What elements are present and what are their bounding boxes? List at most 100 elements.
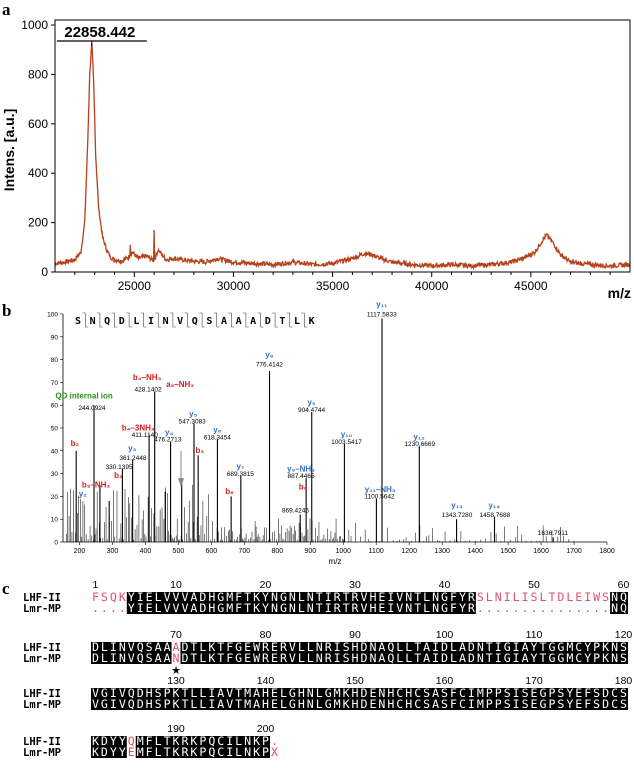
peak-mz-label: 1636.7911 <box>538 530 569 537</box>
ion-label: y₃ <box>128 444 136 453</box>
ion-label: y₉ <box>308 398 316 407</box>
y-tick-label: 0 <box>41 265 48 279</box>
sequence-letter: D <box>119 316 125 327</box>
peak-mz-label: 1343.7280 <box>442 512 473 519</box>
ion-label: b₄–3NH₃ <box>122 423 155 432</box>
conserved-block <box>180 653 628 664</box>
ruler-number: 90 <box>349 629 361 641</box>
x-tick-label: 400 <box>140 548 152 555</box>
ruler-number: 1 <box>93 579 99 591</box>
x-tick-label: 1200 <box>401 548 417 555</box>
peak-mz-label: 330.1395 <box>105 464 132 471</box>
conserved-block <box>91 736 127 747</box>
y-tick-label: 600 <box>28 117 48 131</box>
ruler-number: 50 <box>528 579 540 591</box>
y-tick-label: 60 <box>51 403 59 410</box>
spectrum-line <box>54 43 631 271</box>
conserved-block <box>135 747 270 758</box>
x-tick-label: 35000 <box>316 279 350 293</box>
y-tick-label: 100 <box>47 312 58 319</box>
cleavage-mark <box>257 312 264 328</box>
conserved-block <box>91 699 628 710</box>
sequence-letter: L <box>294 316 300 327</box>
cleavage-mark <box>140 312 147 328</box>
sequence-letter: I <box>148 316 154 327</box>
peak-mz-label: 776.4142 <box>256 361 283 368</box>
x-tick-label: 30000 <box>217 279 251 293</box>
peak-mz-label: 411.1140 <box>132 432 159 439</box>
cleavage-mark <box>272 312 279 328</box>
peak-mz-label: 904.4744 <box>298 407 325 414</box>
conserved-block <box>91 653 172 664</box>
ion-label: y₈ <box>265 350 273 359</box>
conserved-block <box>126 592 476 603</box>
x-tick-label: 500 <box>173 548 185 555</box>
ion-label: b₄–NH₃ <box>133 373 162 382</box>
y-tick-label: 20 <box>51 494 59 501</box>
peak-mz-label: 1117.5833 <box>367 311 397 318</box>
x-tick-label: 1700 <box>566 548 582 555</box>
ion-label: y₇ <box>237 462 245 471</box>
peak-mz-label: 887.4465 <box>287 473 314 480</box>
sequence-letter: T <box>279 316 285 327</box>
panel-letter-c: c <box>2 579 10 598</box>
peak-mz-label: 428.1402 <box>134 387 161 394</box>
x-tick-label: 45000 <box>514 279 548 293</box>
y-tick-label: 70 <box>51 380 59 387</box>
y-tick-label: 90 <box>51 334 59 341</box>
ruler-number: 130 <box>167 675 185 687</box>
peak-mz-label: 689.3815 <box>227 471 254 478</box>
sequence-letter: A <box>250 316 256 327</box>
ion-label: y₅ <box>189 410 197 419</box>
ion-label: y₁₀ <box>341 430 353 439</box>
sequence-letter: S <box>206 316 212 327</box>
ruler-number: 100 <box>436 629 454 641</box>
conserved-block <box>91 642 172 653</box>
panel-letter-a: a <box>2 0 11 19</box>
peak-mz-label: 547.3083 <box>179 418 206 425</box>
x-axis-label: m/z <box>329 557 342 566</box>
y-tick-label: 80 <box>51 357 59 364</box>
cleavage-mark <box>82 312 89 328</box>
x-tick-label: 1100 <box>369 548 384 555</box>
ion-label: y₁₂ <box>413 432 425 441</box>
x-tick-label: 1800 <box>599 548 615 555</box>
sequence-letter: S <box>75 316 81 327</box>
cleavage-mark <box>213 312 220 328</box>
peak-mz-label: 1100.5642 <box>364 494 395 501</box>
ion-label: y₂ <box>79 489 87 498</box>
peak-mz-label: 618.3454 <box>204 434 231 441</box>
y-tick-label: 40 <box>51 448 59 455</box>
y-tick-label: 400 <box>28 166 48 180</box>
cleavage-mark <box>199 312 206 328</box>
ruler-number: 140 <box>257 675 275 687</box>
y-tick-label: 800 <box>28 67 48 81</box>
sequence-letter: L <box>133 316 139 327</box>
x-tick-label: 1600 <box>533 548 549 555</box>
peak-mz-label: 1458.7688 <box>480 512 511 519</box>
peak-mz-label: 361.2448 <box>119 455 146 462</box>
cleavage-mark <box>111 312 118 328</box>
conserved-block <box>126 603 476 614</box>
sequence-letter: Q <box>192 316 198 327</box>
y-axis-label: Intens. [a.u.] <box>1 109 17 191</box>
y-tick-label: 50 <box>51 426 59 433</box>
cleavage-mark <box>126 312 133 328</box>
y-tick-label: 10 <box>51 517 59 524</box>
mass-spectrum-chart: 0 200 400 600 800 1000 25000 30000 35000 40000 450… <box>1 18 631 300</box>
noise-peaks <box>65 485 575 542</box>
x-tick-label: 1500 <box>500 548 516 555</box>
sequence-name: LHF-II <box>23 592 61 604</box>
conserved-block <box>180 642 628 653</box>
x-tick-label: 300 <box>107 548 119 555</box>
x-axis-label: m/z <box>608 285 631 300</box>
